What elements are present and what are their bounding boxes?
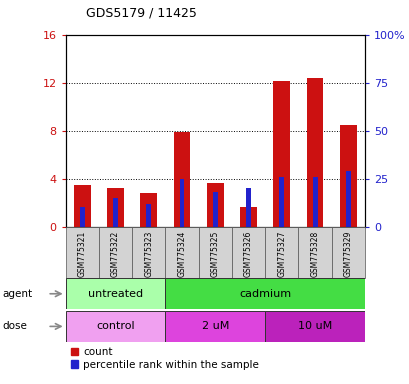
Bar: [312, 177, 317, 227]
Bar: [107, 188, 124, 227]
Bar: [165, 227, 198, 278]
Bar: [79, 207, 85, 227]
Bar: [240, 207, 256, 227]
Text: 2 uM: 2 uM: [201, 321, 228, 331]
Text: 10 uM: 10 uM: [297, 321, 331, 331]
Bar: [99, 227, 132, 278]
Bar: [345, 171, 350, 227]
Bar: [339, 124, 356, 227]
Bar: [65, 227, 99, 278]
Text: GSM775328: GSM775328: [310, 231, 319, 277]
Bar: [306, 78, 323, 227]
Bar: [165, 311, 265, 342]
Bar: [132, 227, 165, 278]
Bar: [245, 188, 250, 227]
Bar: [265, 311, 364, 342]
Bar: [173, 132, 190, 227]
Text: dose: dose: [2, 321, 27, 331]
Text: GSM775324: GSM775324: [177, 231, 186, 277]
Bar: [146, 204, 151, 227]
Bar: [331, 227, 364, 278]
Legend: count, percentile rank within the sample: count, percentile rank within the sample: [71, 347, 258, 369]
Bar: [179, 179, 184, 227]
Bar: [140, 193, 157, 227]
Text: GDS5179 / 11425: GDS5179 / 11425: [86, 6, 196, 19]
Text: GSM775325: GSM775325: [210, 231, 219, 277]
Bar: [265, 227, 298, 278]
Text: cadmium: cadmium: [238, 289, 290, 299]
Text: untreated: untreated: [88, 289, 143, 299]
Text: control: control: [96, 321, 135, 331]
Bar: [212, 192, 217, 227]
Text: GSM775322: GSM775322: [111, 231, 120, 277]
Text: GSM775321: GSM775321: [78, 231, 87, 277]
Bar: [207, 184, 223, 227]
Bar: [273, 81, 289, 227]
Text: GSM775327: GSM775327: [276, 231, 285, 277]
Bar: [279, 177, 283, 227]
Bar: [198, 227, 231, 278]
Bar: [74, 185, 90, 227]
Text: GSM775326: GSM775326: [243, 231, 252, 277]
Text: GSM775323: GSM775323: [144, 231, 153, 277]
Text: GSM775329: GSM775329: [343, 231, 352, 277]
Text: agent: agent: [2, 289, 32, 299]
Bar: [113, 198, 118, 227]
Bar: [231, 227, 265, 278]
Bar: [65, 311, 165, 342]
Bar: [65, 278, 165, 309]
Bar: [165, 278, 364, 309]
Bar: [298, 227, 331, 278]
